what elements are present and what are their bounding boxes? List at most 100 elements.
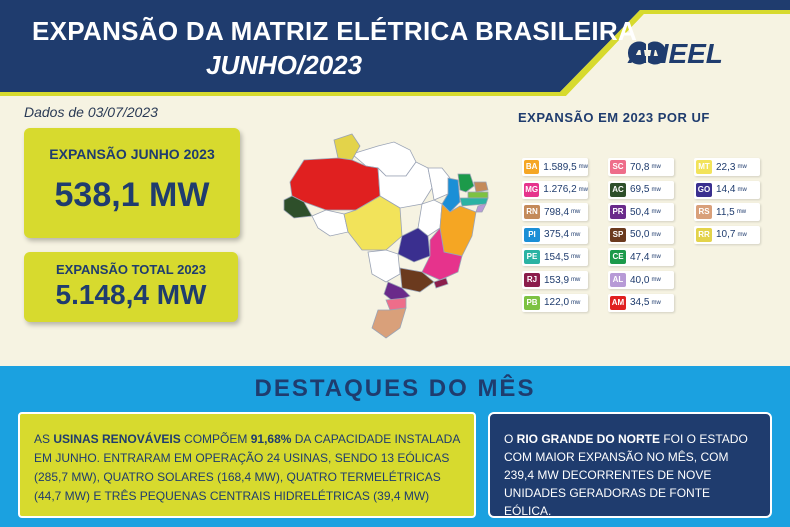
uf-code-badge: RJ: [524, 273, 540, 287]
text-fragment-bold: RIO GRANDE DO NORTE: [516, 432, 661, 446]
uf-value: 122,0: [544, 297, 570, 309]
uf-item: PI 375,4 mw: [522, 225, 588, 244]
uf-value: 154,5: [544, 251, 570, 263]
map-state-ma: [427, 167, 451, 201]
map-state-rn: [473, 181, 489, 193]
uf-code-badge: BA: [524, 160, 540, 174]
map-state-mg: [421, 227, 463, 281]
map-state-rr: [333, 133, 361, 161]
map-state-rs: [371, 307, 407, 339]
uf-value: 798,4: [544, 206, 570, 218]
text-fragment-bold: USINAS RENOVÁVEIS: [53, 432, 181, 446]
uf-value: 14,4: [716, 184, 736, 196]
highlights-title: DESTAQUES DO MÊS: [254, 375, 536, 402]
uf-unit: mw: [651, 164, 661, 170]
uf-value: 70,8: [630, 161, 650, 173]
uf-unit: mw: [651, 186, 661, 193]
uf-code-badge: PI: [524, 227, 540, 242]
uf-unit: mw: [736, 209, 747, 216]
uf-item: GO 14,4 mw: [694, 180, 760, 199]
uf-item: AM 34,5 mw: [608, 293, 674, 312]
map-state-sp: [399, 267, 435, 293]
kpi-value: 538,1 MW: [54, 176, 210, 214]
uf-value: 1.276,2: [543, 184, 577, 196]
uf-value: 153,9: [544, 274, 570, 286]
uf-unit: mw: [571, 231, 581, 238]
uf-code-badge: PB: [524, 295, 540, 310]
uf-code-badge: AC: [610, 182, 626, 197]
map-state-rj: [433, 277, 449, 289]
highlight-top-state: O RIO GRANDE DO NORTE FOI O ESTADO COM M…: [488, 412, 772, 518]
aneel-logo: ANEEL: [624, 38, 723, 70]
map-state-ba: [439, 203, 477, 257]
uf-value: 69,5: [630, 184, 650, 196]
uf-item: BA 1.589,5 mw: [522, 158, 588, 176]
kpi-label: EXPANSÃO TOTAL 2023: [55, 262, 207, 277]
uf-code-badge: PE: [524, 250, 540, 265]
uf-unit: mw: [571, 277, 581, 283]
uf-unit: mw: [651, 254, 661, 261]
uf-item: RS 11,5 mw: [694, 203, 760, 222]
uf-unit: mw: [651, 277, 661, 283]
uf-code-badge: MT: [696, 160, 712, 174]
uf-item: RR 10,7 mw: [694, 225, 760, 244]
uf-value: 50,4: [630, 206, 650, 218]
uf-code-badge: GO: [696, 182, 712, 197]
uf-item: MT 22,3 mw: [694, 158, 760, 176]
uf-value: 11,5: [716, 206, 735, 218]
uf-code-badge: SC: [610, 160, 626, 174]
uf-item: RN 798,4 mw: [522, 203, 588, 222]
uf-value: 10,7: [716, 229, 736, 241]
uf-unit: mw: [651, 209, 661, 216]
uf-code-badge: RS: [696, 205, 712, 220]
header-banner: EXPANSÃO DA MATRIZ ELÉTRICA BRASILEIRA J…: [0, 0, 790, 98]
page-title: EXPANSÃO DA MATRIZ ELÉTRICA BRASILEIRA: [32, 16, 638, 46]
uf-item: PE 154,5 mw: [522, 248, 588, 267]
uf-item: SP 50,0 mw: [608, 225, 674, 244]
highlight-renewables: AS USINAS RENOVÁVEIS COMPÕEM 91,68% DA C…: [18, 412, 476, 518]
uf-item: PR 50,4 mw: [608, 203, 674, 222]
kpi-total-expansion: EXPANSÃO TOTAL 2023 5.148,4 MW: [24, 252, 238, 322]
text-fragment-bold: 91,68%: [250, 432, 292, 446]
uf-value: 40,0: [630, 274, 650, 286]
map-state-ms: [367, 249, 401, 283]
text-fragment: O: [504, 432, 517, 446]
uf-unit: mw: [571, 254, 581, 261]
uf-unit: mw: [578, 186, 588, 193]
uf-value: 50,0: [630, 229, 650, 241]
aneel-logo-icon: [627, 41, 667, 65]
uf-unit: mw: [571, 299, 581, 306]
uf-unit: mw: [737, 186, 747, 193]
uf-code-badge: MG: [524, 182, 540, 197]
uf-unit: mw: [571, 209, 581, 216]
map-state-ro: [311, 209, 349, 237]
brazil-map: [283, 133, 489, 339]
uf-code-badge: RN: [524, 205, 540, 220]
uf-value: 34,5: [630, 297, 650, 309]
uf-code-badge: RR: [696, 227, 712, 242]
kpi-label: EXPANSÃO JUNHO 2023: [49, 146, 215, 162]
uf-item: CE 47,4 mw: [608, 248, 674, 267]
uf-code-badge: AM: [610, 295, 626, 310]
uf-value: 22,3: [716, 161, 736, 173]
uf-value: 1.589,5: [543, 161, 577, 173]
kpi-value: 5.148,4 MW: [55, 279, 207, 310]
page-subtitle: JUNHO/2023: [206, 50, 363, 80]
uf-item: RJ 153,9 mw: [522, 271, 588, 289]
uf-unit: mw: [737, 164, 747, 170]
text-fragment: FOI O ESTADO COM MAIOR EXPANSÃO NO MÊS, …: [504, 432, 748, 518]
map-state-ce: [457, 173, 475, 193]
uf-unit: mw: [651, 231, 661, 238]
uf-item: SC 70,8 mw: [608, 158, 674, 176]
map-state-al: [475, 203, 487, 213]
uf-value: 375,4: [544, 229, 570, 241]
uf-section-title: EXPANSÃO EM 2023 POR UF: [518, 110, 710, 125]
text-fragment: COMPÕEM: [180, 432, 251, 446]
text-fragment: DA CAPACIDADE INSTALADA EM JUNHO. ENTRAR…: [34, 432, 460, 503]
uf-item: AL 40,0 mw: [608, 271, 674, 289]
uf-item: AC 69,5 mw: [608, 180, 674, 199]
uf-code-badge: SP: [610, 227, 626, 242]
uf-unit: mw: [578, 164, 588, 170]
text-fragment: AS: [34, 432, 54, 446]
